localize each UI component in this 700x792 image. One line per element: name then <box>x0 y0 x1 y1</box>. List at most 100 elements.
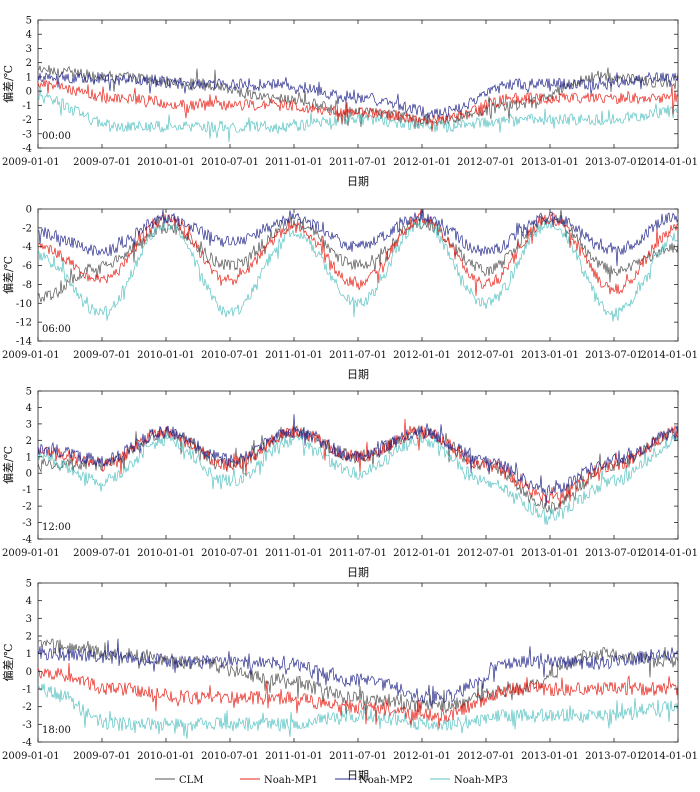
x-tick-label: 2011-01-01 <box>265 157 323 168</box>
x-tick-label: 2013-01-01 <box>521 157 579 168</box>
panel-4: -4 -3 -2 -1 0 1 2 3 4 5 2009-01-01 2009-07-01 2010-0… <box>1 579 698 783</box>
y-tick-label: 4 <box>26 30 32 41</box>
x-tick-label: 2009-01-01 <box>2 350 60 361</box>
y-axis-title: 偏差/℃ <box>1 65 15 103</box>
x-tick-label: 2013-07-01 <box>585 350 643 361</box>
y-tick-label: 4 <box>26 403 32 414</box>
series-line-noah-mp1 <box>38 209 678 296</box>
x-tick-label: 2014-01-01 <box>640 157 698 168</box>
x-axis-title: 日期 <box>347 368 369 381</box>
panel-1: -4 -3 -2 -1 0 1 2 3 4 5 2009-01-01 2009-07-01 2010-0… <box>1 16 698 189</box>
y-tick-label: -8 <box>22 280 32 291</box>
y-tick-label: 2 <box>26 436 32 447</box>
x-tick-label: 2009-01-01 <box>2 157 60 168</box>
series-line-noah-mp2 <box>38 638 678 708</box>
panel-time-label: 18:00 <box>42 725 71 736</box>
x-tick-label: 2009-07-01 <box>73 751 131 762</box>
y-tick-label: 2 <box>26 632 32 643</box>
y-tick-label: 0 <box>26 87 32 98</box>
y-tick-label: -4 <box>22 242 32 253</box>
y-tick-label: 3 <box>26 44 32 55</box>
y-tick-label: 1 <box>26 72 32 83</box>
y-tick-label: -4 <box>22 738 32 749</box>
y-tick-label: -2 <box>22 115 32 126</box>
y-tick-label: 5 <box>26 579 32 590</box>
x-tick-label: 2013-01-01 <box>521 751 579 762</box>
y-tick-label: 0 <box>26 469 32 480</box>
y-tick-label: -3 <box>22 129 32 140</box>
y-tick-label: 5 <box>26 16 32 27</box>
y-tick-label: -2 <box>22 223 32 234</box>
y-tick-label: -3 <box>22 720 32 731</box>
x-tick-label: 2009-01-01 <box>2 548 60 559</box>
y-tick-label: -3 <box>22 518 32 529</box>
x-tick-label: 2009-07-01 <box>73 157 131 168</box>
series-line-noah-mp2 <box>38 414 678 506</box>
panel-time-label: 00:00 <box>42 131 71 142</box>
series-line-noah-mp3 <box>38 217 678 322</box>
x-tick-label: 2011-07-01 <box>329 751 387 762</box>
y-tick-label: -1 <box>22 485 32 496</box>
y-tick-label: -14 <box>16 337 32 348</box>
x-tick-label: 2013-07-01 <box>585 751 643 762</box>
y-axis-title: 偏差/℃ <box>1 446 15 484</box>
x-tick-label: 2009-07-01 <box>73 548 131 559</box>
y-tick-label: -6 <box>22 261 32 272</box>
x-tick-label: 2012-01-01 <box>393 548 451 559</box>
x-tick-label: 2010-07-01 <box>201 157 259 168</box>
x-tick-label: 2012-01-01 <box>393 751 451 762</box>
y-tick-label: 0 <box>26 667 32 678</box>
series-line-noah-mp2 <box>38 209 678 267</box>
y-tick-label: -1 <box>22 685 32 696</box>
panel-time-label: 12:00 <box>42 522 71 533</box>
y-tick-label: -12 <box>16 318 32 329</box>
x-tick-label: 2009-07-01 <box>73 350 131 361</box>
legend-label-noah-mp2: Noah-MP2 <box>359 775 413 786</box>
panel-time-label: 06:00 <box>42 324 71 335</box>
y-tick-label: -10 <box>16 299 32 310</box>
x-tick-label: 2011-07-01 <box>329 548 387 559</box>
x-tick-label: 2010-01-01 <box>137 157 195 168</box>
series-line-clm <box>38 638 678 715</box>
x-tick-label: 2012-01-01 <box>393 157 451 168</box>
legend-label-noah-mp3: Noah-MP3 <box>454 775 508 786</box>
x-tick-label: 2010-07-01 <box>201 548 259 559</box>
y-tick-label: -2 <box>22 502 32 513</box>
x-tick-label: 2011-07-01 <box>329 350 387 361</box>
panel-2: -14 -12 -10 -8 -6 -4 -2 0 2009-01-01 2009-07-01 20… <box>1 205 698 382</box>
x-tick-label: 2014-01-01 <box>640 548 698 559</box>
y-tick-label: -4 <box>22 144 32 155</box>
x-tick-label: 2010-07-01 <box>201 350 259 361</box>
x-tick-label: 2014-01-01 <box>640 350 698 361</box>
series-line-clm <box>38 209 678 303</box>
x-tick-label: 2012-07-01 <box>457 548 515 559</box>
x-tick-label: 2012-07-01 <box>457 751 515 762</box>
series-line-noah-mp2 <box>38 71 678 120</box>
x-tick-label: 2010-07-01 <box>201 751 259 762</box>
x-tick-label: 2010-01-01 <box>137 548 195 559</box>
x-tick-label: 2013-07-01 <box>585 548 643 559</box>
x-tick-label: 2012-07-01 <box>457 350 515 361</box>
legend-label-clm: CLM <box>179 775 204 786</box>
series-line-noah-mp3 <box>38 683 678 739</box>
x-tick-label: 2011-01-01 <box>265 350 323 361</box>
series-line-noah-mp1 <box>38 79 678 132</box>
x-tick-label: 2013-07-01 <box>585 157 643 168</box>
y-tick-label: 0 <box>26 205 32 216</box>
y-tick-label: 4 <box>26 596 32 607</box>
x-tick-label: 2011-01-01 <box>265 751 323 762</box>
panel-3: -4 -3 -2 -1 0 1 2 3 4 5 2009-01-01 2009-07-01 2010-0… <box>1 387 698 580</box>
legend-label-noah-mp1: Noah-MP1 <box>264 775 318 786</box>
series-line-clm <box>38 64 678 130</box>
x-tick-label: 2011-01-01 <box>265 548 323 559</box>
series-line-noah-mp3 <box>38 430 678 525</box>
y-tick-label: -2 <box>22 702 32 713</box>
y-tick-label: 1 <box>26 452 32 463</box>
x-tick-label: 2011-07-01 <box>329 157 387 168</box>
x-axis-title: 日期 <box>347 566 369 579</box>
x-tick-label: 2009-01-01 <box>2 751 60 762</box>
series-line-noah-mp3 <box>38 87 678 143</box>
y-tick-label: 3 <box>26 419 32 430</box>
